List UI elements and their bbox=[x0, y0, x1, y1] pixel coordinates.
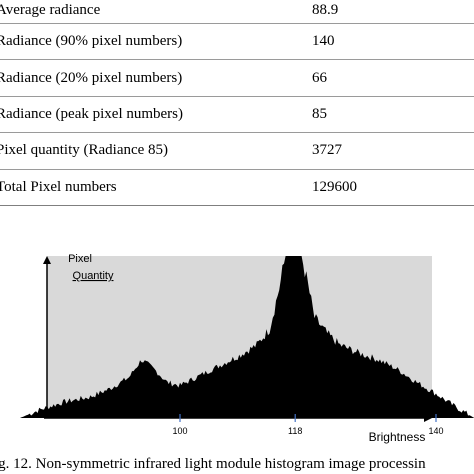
row-label: Average radiance bbox=[0, 0, 310, 24]
x-axis-label: Brightness bbox=[369, 430, 426, 444]
row-label: Radiance (20% pixel numbers) bbox=[0, 59, 310, 97]
figure-caption: ig. 12. Non-symmetric infrared light mod… bbox=[0, 456, 426, 472]
statistics-table: Average radiance 88.9 Radiance (90% pixel … bbox=[0, 0, 474, 207]
row-value: 88.9 bbox=[310, 0, 474, 24]
row-label: Pixel quantity (Radiance 85) bbox=[0, 132, 310, 170]
histogram-figure: 100 118 140 Pixel Quantity Brightness bbox=[20, 253, 474, 444]
table-row: Pixel quantity (Radiance 85) 3727 bbox=[0, 132, 474, 170]
x-tick-label: 100 bbox=[172, 426, 187, 436]
row-value: 3727 bbox=[310, 132, 474, 170]
row-value: 85 bbox=[310, 96, 474, 134]
table-row: Radiance (20% pixel numbers) 66 bbox=[0, 59, 474, 97]
x-tick-label: 140 bbox=[428, 426, 443, 436]
row-label: Total Pixel numbers bbox=[0, 169, 310, 207]
x-tick-marks: 100 118 140 bbox=[172, 414, 444, 436]
histogram-area bbox=[20, 256, 474, 418]
statistics-table-body: Average radiance 88.9 Radiance (90% pixel … bbox=[0, 0, 474, 207]
row-value: 129600 bbox=[310, 169, 474, 207]
y-axis-label-line2: Quantity bbox=[73, 270, 114, 282]
y-axis-label-line1: Pixel bbox=[68, 253, 92, 265]
table-row: Total Pixel numbers 129600 bbox=[0, 169, 474, 207]
row-value: 140 bbox=[310, 23, 474, 61]
row-value: 66 bbox=[310, 59, 474, 97]
row-label: Radiance (peak pixel numbers) bbox=[0, 96, 310, 134]
x-tick-label: 118 bbox=[288, 426, 302, 436]
table-row: Radiance (peak pixel numbers) 85 bbox=[0, 96, 474, 134]
table-row: Radiance (90% pixel numbers) 140 bbox=[0, 23, 474, 61]
row-label: Radiance (90% pixel numbers) bbox=[0, 23, 310, 61]
table-row: Average radiance 88.9 bbox=[0, 0, 474, 24]
